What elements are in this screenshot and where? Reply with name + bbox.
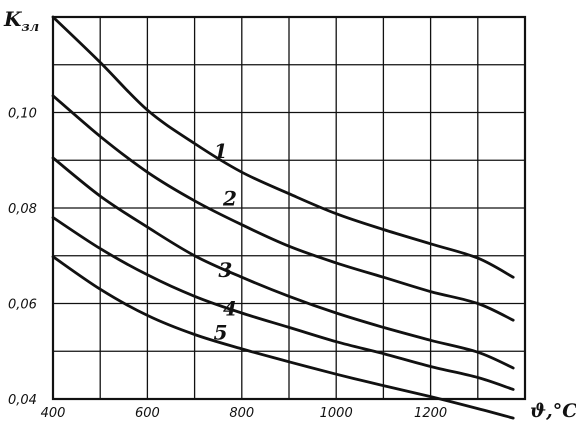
plot-frame: [51, 15, 527, 401]
x-tick-label: 800: [229, 406, 254, 421]
x-tick-label: 1200: [414, 406, 447, 421]
x-tick-label: 600: [135, 406, 160, 421]
curve-label-3: 3: [218, 258, 232, 282]
curve-labels: 1 2 3 45: [214, 139, 237, 344]
x-tick-label: 400: [41, 406, 66, 421]
series-line-3: [51, 156, 515, 370]
curves: [51, 15, 515, 420]
series-line-1: [51, 15, 515, 279]
series-line-5: [51, 255, 515, 420]
curve-label-5: 5: [214, 320, 228, 344]
x-axis-label: ϑ,°C: [530, 400, 576, 422]
series-line-4: [51, 216, 515, 391]
y-axis-label: Kзл: [3, 7, 39, 35]
grid: [53, 17, 525, 399]
y-tick-label: 0,10: [8, 107, 37, 122]
curve-label-2: 2: [222, 187, 237, 211]
x-tick-label: 1000: [320, 406, 353, 421]
curve-label-1: 1: [214, 139, 228, 163]
curve-label-4: 4: [223, 296, 237, 320]
y-tick-label: 0,04: [8, 393, 37, 408]
series-line-2: [51, 94, 515, 322]
y-tick-label: 0,08: [8, 202, 37, 217]
y-tick-label: 0,06: [8, 298, 37, 313]
tick-labels: 400 600 800 1000 1200 0,04 0,06 0,08 0,10: [8, 107, 447, 422]
